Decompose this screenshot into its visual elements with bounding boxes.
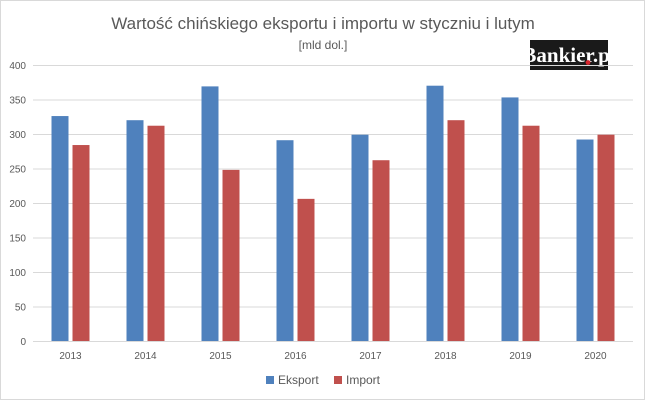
chart-subtitle: [mld dol.]	[299, 38, 348, 52]
x-tick-label: 2015	[209, 351, 232, 362]
bar-import-2014	[147, 125, 165, 341]
legend-label-eksport: Eksport	[278, 373, 319, 387]
bar-eksport-2018	[426, 85, 444, 341]
x-tick-label: 2017	[359, 351, 382, 362]
legend-swatch-eksport	[266, 376, 274, 384]
y-tick-label: 100	[9, 268, 26, 279]
x-tick-label: 2014	[134, 351, 157, 362]
y-axis-ticks: 0 50 100 150 200 250 300 350 400	[9, 61, 26, 348]
bar-import-2015	[222, 169, 240, 341]
x-tick-label: 2013	[59, 351, 82, 362]
x-tick-label: 2019	[509, 351, 532, 362]
x-tick-label: 2016	[284, 351, 307, 362]
y-tick-label: 0	[20, 337, 26, 348]
bar-import-2020	[597, 134, 615, 341]
bar-eksport-2020	[576, 139, 594, 341]
y-tick-label: 50	[15, 303, 27, 314]
legend-swatch-import	[334, 376, 342, 384]
y-tick-label: 350	[9, 96, 26, 107]
bar-eksport-2015	[201, 86, 219, 341]
gridlines	[33, 65, 633, 342]
y-tick-label: 250	[9, 165, 26, 176]
bar-import-2018	[447, 120, 465, 341]
bar-import-2016	[297, 198, 315, 341]
bar-eksport-2014	[126, 120, 144, 341]
bar-import-2017	[372, 160, 390, 341]
chart-title: Wartość chińskiego eksportu i importu w …	[111, 14, 535, 33]
y-tick-label: 150	[9, 234, 26, 245]
bar-eksport-2013	[51, 116, 69, 341]
bars	[51, 85, 615, 342]
x-tick-label: 2018	[434, 351, 457, 362]
y-tick-label: 300	[9, 130, 26, 141]
bar-import-2013	[72, 145, 90, 341]
y-tick-label: 400	[9, 61, 26, 72]
bar-eksport-2016	[276, 140, 294, 341]
bar-import-2019	[522, 125, 540, 341]
legend: Eksport Import	[266, 373, 381, 387]
bar-eksport-2019	[501, 97, 519, 342]
logo-text: Bankier.pl	[522, 43, 615, 67]
legend-label-import: Import	[346, 373, 381, 387]
x-axis-ticks: 2013 2014 2015 2016 2017 2018 2019 2020	[59, 351, 607, 362]
x-tick-label: 2020	[584, 351, 607, 362]
bar-eksport-2017	[351, 134, 369, 341]
y-tick-label: 200	[9, 199, 26, 210]
logo-dot	[585, 60, 591, 65]
